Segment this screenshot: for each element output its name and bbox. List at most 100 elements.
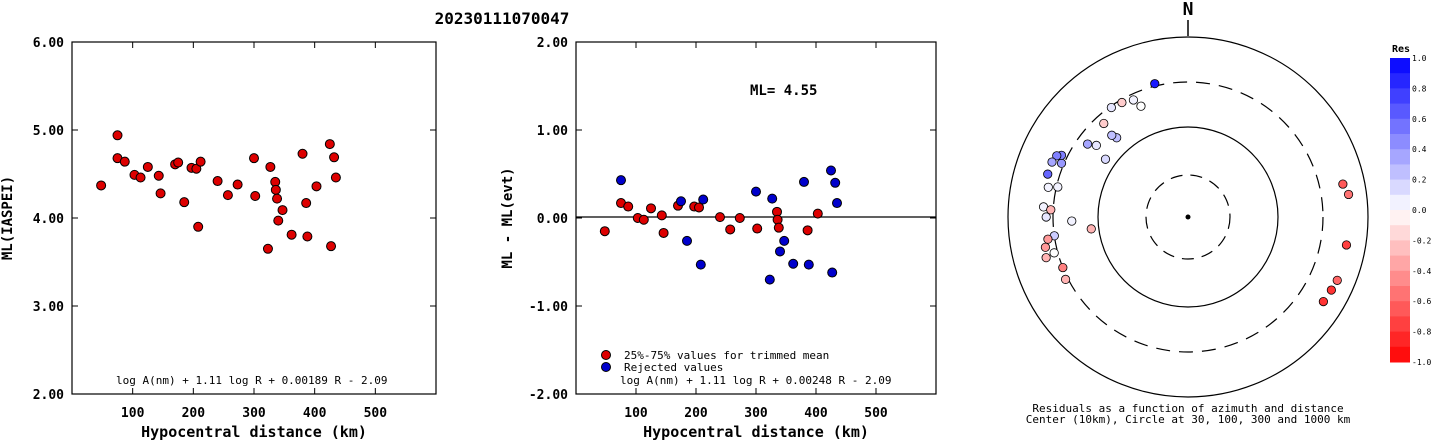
data-point [265,161,276,172]
colorbar-cell [1390,346,1410,363]
formula-label: log A(nm) + 1.11 log R + 0.00189 R - 2.0… [116,374,388,387]
colorbar-cell [1390,134,1410,150]
polar-residual-panel: N Residuals as a function of azimuth and… [1007,0,1369,426]
data-point [135,172,146,183]
station-point [1043,234,1053,244]
data-point [812,208,823,219]
station-point [1086,224,1096,234]
colorbar-tick-label: -0.6 [1412,297,1431,306]
colorbar-cell [1390,225,1410,241]
colorbar-cell [1390,270,1410,287]
data-point [329,152,340,163]
data-point [638,214,649,225]
colorbar-title: Res [1392,44,1410,55]
x-axis-label: Hypocentral distance (km) [141,423,367,441]
data-point [616,175,626,186]
y-tick-label: 2.00 [537,36,568,51]
station-point [1058,262,1068,273]
colorbar-cell [1390,149,1410,165]
y-tick-label: 4.00 [33,212,64,227]
data-point [112,130,123,141]
x-tick-labels: 100 200 300 400 500 [121,406,387,421]
data-point [311,181,322,192]
colorbar-cell [1390,194,1410,211]
data-point [330,172,341,183]
colorbar-tick-label: -0.4 [1412,267,1431,276]
y-tick-label: 6.00 [33,36,64,51]
ring-30km [1145,174,1231,260]
station-point [1056,158,1067,168]
station-points [1038,79,1354,307]
epicenter-dot [1185,214,1191,220]
colorbar-cell [1390,88,1410,105]
y-axis-label: ML - ML(evt) [500,167,516,268]
data-point [173,157,184,168]
data-point [788,258,799,269]
colorbar-cell [1390,240,1410,257]
colorbar-cell [1390,316,1410,333]
data-point [623,201,634,212]
data-point [273,215,284,226]
data-point [326,241,337,252]
data-point [832,198,842,209]
plot-frame [71,41,437,395]
legend: 25%-75% values for trimmed mean Rejected… [601,349,829,374]
colorbar-cell [1390,103,1410,120]
y-tick-label: 0.00 [537,212,568,227]
y-tick-labels: -2.00 -1.00 0.00 1.00 2.00 [529,36,568,403]
data-point [277,205,288,216]
legend-label-trimmed: 25%-75% values for trimmed mean [624,349,829,362]
y-tick-label: 1.00 [537,124,568,139]
station-point [1053,182,1063,192]
ml-value-label: ML= 4.55 [750,83,817,99]
ring-1000km [1007,36,1369,398]
data-point [119,156,130,167]
station-point [1052,151,1062,161]
colorbar-cell [1390,179,1410,196]
data-point [297,148,308,159]
y-tick-label: 3.00 [33,300,64,315]
data-point [193,221,204,232]
data-point [803,259,814,270]
station-point [1043,182,1053,192]
station-point [1318,296,1328,307]
station-point [1150,79,1160,89]
x-tick-label: 100 [624,406,648,421]
x-tick-label: 200 [684,406,708,421]
legend-label-rejected: Rejected values [624,361,723,374]
station-point [1082,139,1093,149]
x-tick-label: 300 [744,406,768,421]
data-point [698,194,709,205]
legend-marker-trimmed [601,350,611,360]
y-tick-label: -1.00 [529,300,568,315]
colorbar-tick-label: 0.6 [1412,115,1427,124]
colorbar-tick-label: -1.0 [1412,358,1431,367]
data-points [96,130,341,254]
data-point [142,161,153,172]
data-point [656,210,667,221]
station-point [1043,169,1053,179]
residual-colorbar: Res 1.0 0.8 0.6 0.4 0.2 0.0 -0.2 -0.4 -0.6 -0.8 -1… [1390,44,1431,367]
data-point [658,227,669,238]
chart-title: 20230111070047 [435,9,570,28]
data-point [779,235,790,246]
station-point [1046,205,1056,215]
data-point [179,197,190,208]
data-point [301,198,312,209]
colorbar-tick-label: 1.0 [1412,54,1427,63]
station-point [1343,189,1354,200]
data-point [96,180,107,191]
data-point [250,191,261,201]
colorbar-cell [1390,164,1410,181]
x-axis-label: Hypocentral distance (km) [643,423,869,441]
station-point [1107,130,1117,140]
data-point [773,222,784,233]
x-tick-label: 400 [303,406,327,421]
y-tick-labels: 2.00 3.00 4.00 5.00 6.00 [33,36,64,403]
data-point [324,139,335,150]
data-point [734,213,745,223]
station-point [1067,216,1077,226]
colorbar-cell [1390,301,1410,317]
data-point [153,170,164,181]
ring-100km [1097,126,1279,308]
